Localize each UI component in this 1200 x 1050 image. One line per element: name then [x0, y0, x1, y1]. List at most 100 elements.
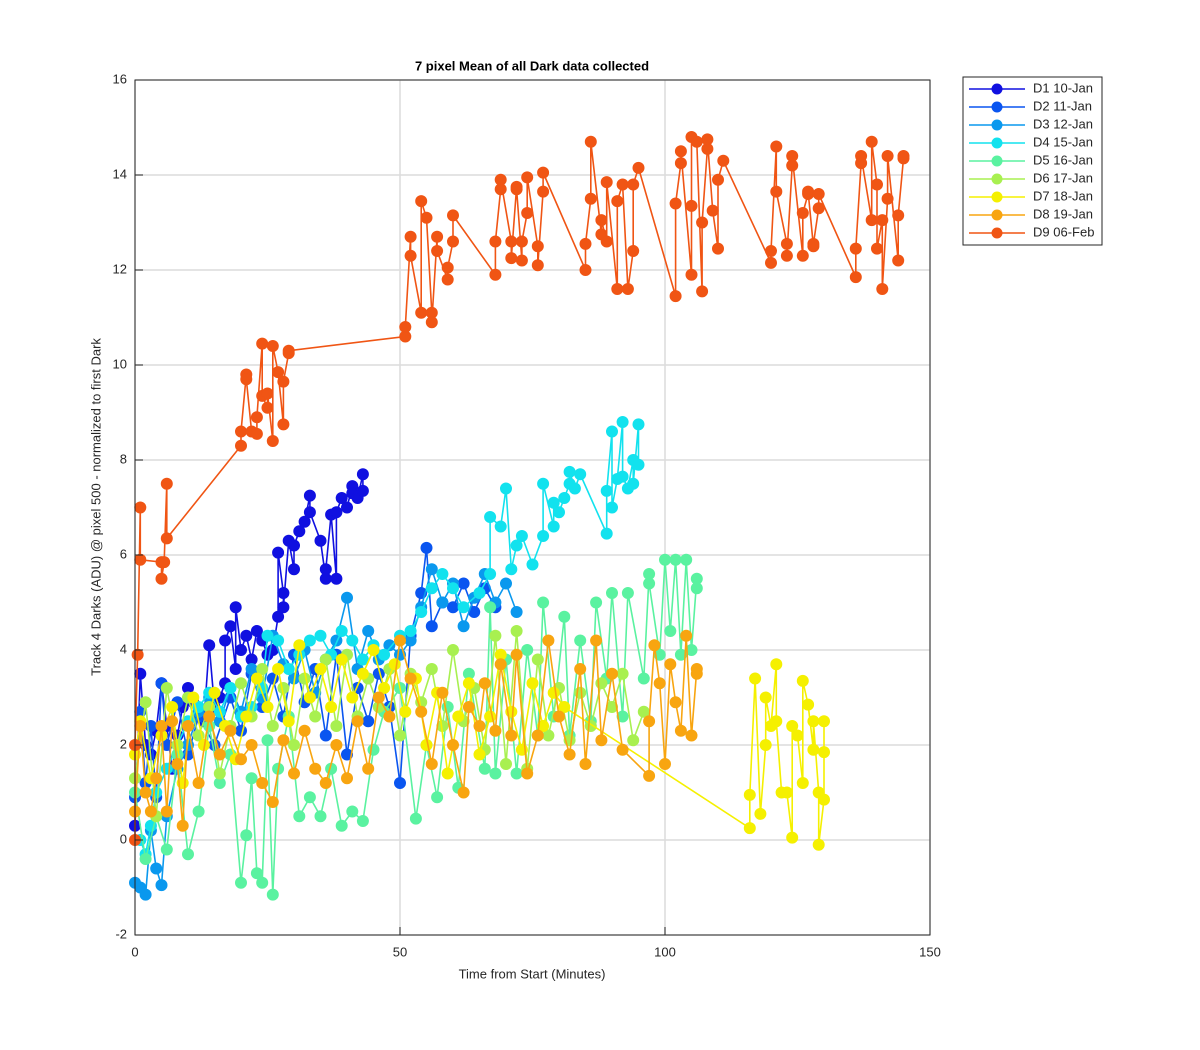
data-point	[669, 290, 682, 303]
data-point	[669, 696, 682, 709]
data-point	[213, 748, 226, 761]
data-point	[680, 629, 693, 642]
data-point	[415, 606, 428, 618]
data-point	[600, 176, 613, 189]
data-point	[415, 195, 428, 208]
data-point	[240, 373, 253, 386]
data-point	[341, 748, 353, 761]
data-point	[500, 482, 512, 495]
data-point	[818, 793, 830, 806]
data-point	[892, 254, 905, 267]
data-point	[500, 577, 512, 590]
data-point	[701, 133, 714, 146]
data-point	[256, 337, 269, 350]
data-point	[404, 672, 417, 685]
data-point	[203, 639, 216, 652]
data-point	[192, 777, 205, 789]
data-point	[796, 777, 809, 789]
data-point	[531, 653, 544, 666]
data-point	[526, 677, 539, 690]
data-point	[261, 401, 274, 414]
data-point	[298, 724, 311, 737]
data-point	[404, 249, 417, 262]
data-point	[754, 807, 767, 820]
data-point	[160, 532, 173, 545]
data-point	[367, 644, 380, 656]
legend-label: D4 15-Jan	[1033, 134, 1093, 149]
data-point	[203, 710, 216, 723]
data-point	[256, 876, 269, 889]
data-point	[235, 425, 247, 438]
data-point	[250, 672, 263, 685]
data-point	[563, 748, 576, 761]
data-point	[351, 715, 364, 728]
data-point	[282, 715, 295, 728]
data-point	[526, 558, 539, 571]
data-point	[510, 539, 523, 552]
data-point	[505, 235, 518, 248]
data-point	[770, 185, 783, 198]
data-point	[759, 691, 772, 704]
data-point	[282, 663, 295, 675]
data-point	[500, 758, 512, 770]
data-point	[494, 658, 507, 671]
data-point	[314, 534, 327, 547]
data-point	[256, 663, 269, 675]
data-point	[420, 541, 433, 554]
data-point	[786, 831, 799, 844]
data-point	[876, 283, 889, 295]
data-point	[330, 506, 343, 519]
data-point	[319, 653, 332, 666]
data-point	[266, 435, 279, 447]
data-point	[807, 237, 820, 250]
data-point	[155, 572, 168, 585]
data-point	[245, 739, 258, 751]
data-point	[484, 511, 497, 523]
data-point	[266, 888, 279, 901]
data-point	[431, 230, 444, 243]
data-point	[489, 767, 502, 780]
axes-box	[134, 79, 931, 936]
data-point	[627, 178, 640, 191]
data-point	[796, 207, 809, 219]
data-point	[362, 715, 375, 728]
data-point	[447, 235, 459, 248]
data-point	[235, 753, 247, 766]
data-point	[150, 772, 163, 785]
series-line	[134, 474, 364, 826]
data-point	[690, 135, 703, 148]
data-point	[425, 620, 438, 633]
data-point	[219, 634, 232, 647]
axes: 0 50 100 150 -2 0 2 4 6 8 10 12 14 16	[113, 71, 941, 959]
data-point	[780, 249, 793, 262]
data-point	[144, 805, 157, 818]
data-point	[531, 240, 544, 253]
data-point	[282, 344, 295, 357]
data-point	[261, 387, 274, 400]
data-point	[510, 648, 523, 661]
legend-marker	[991, 155, 1003, 167]
y-tick-label: 0	[120, 831, 127, 846]
y-tick-label: -2	[115, 926, 127, 941]
data-point	[187, 691, 200, 704]
data-point	[743, 788, 756, 801]
data-point	[250, 625, 263, 637]
data-point	[621, 587, 634, 599]
y-tick-label: 6	[120, 546, 127, 561]
data-point	[473, 720, 486, 732]
data-point	[229, 663, 242, 675]
data-point	[394, 729, 406, 742]
data-point	[611, 195, 624, 208]
y-tick-label: 10	[113, 356, 127, 371]
data-point	[515, 254, 528, 267]
data-point	[288, 739, 300, 751]
data-point	[272, 366, 285, 379]
data-point	[447, 601, 459, 614]
data-point	[871, 242, 883, 255]
data-point	[139, 888, 152, 901]
data-point	[213, 767, 226, 780]
data-point	[441, 273, 454, 286]
data-point	[807, 715, 820, 728]
data-point	[802, 185, 815, 198]
data-point	[272, 634, 285, 647]
